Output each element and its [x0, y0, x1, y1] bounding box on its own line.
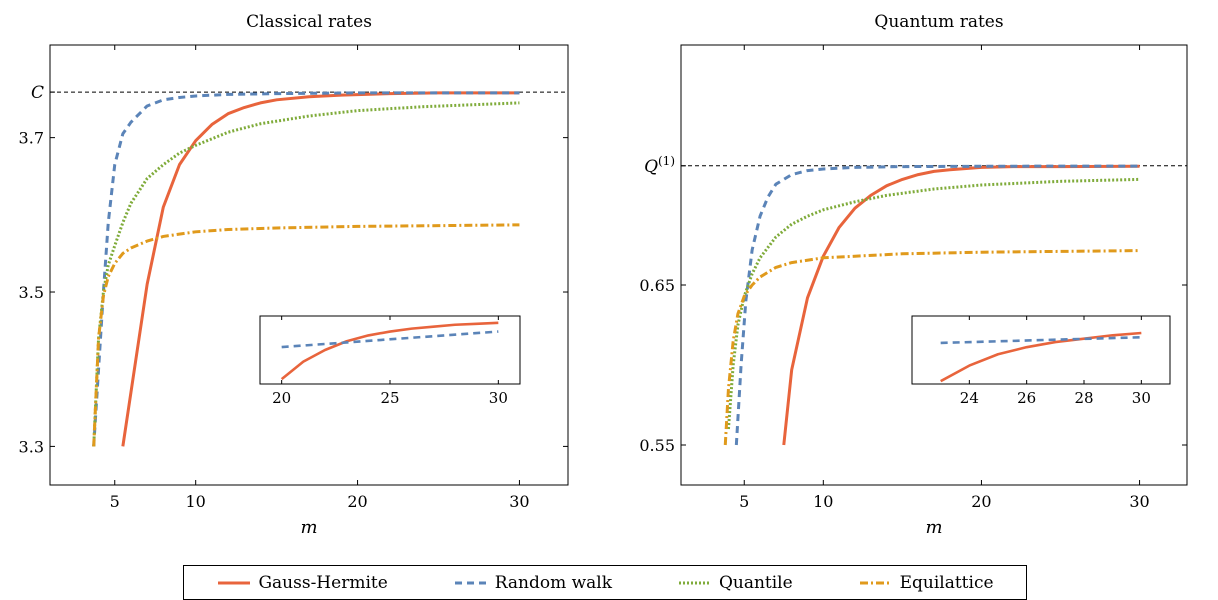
series-line-equi [92, 223, 520, 447]
x-tick-label: 20 [347, 492, 367, 511]
legend-swatch-gauss-hermite [218, 581, 251, 584]
classical-rates-title: Classical rates [246, 12, 372, 32]
inset-x-tick-label: 25 [380, 389, 399, 407]
x-tick-label: 10 [186, 492, 206, 511]
inset-x-tick-label: 28 [1074, 389, 1093, 407]
x-tick-label: 5 [739, 492, 749, 511]
x-tick-label: 5 [110, 492, 120, 511]
inset-x-tick-label: 24 [960, 389, 979, 407]
series-line-gauss [121, 91, 520, 447]
legend-label-equilattice: Equilattice [899, 572, 994, 593]
classical-rates-chart: 5 10 20 30 3.3 3.5 3.7 Cm 20 25 30 [19, 44, 569, 538]
series-line-equi [723, 249, 1140, 446]
x-axis-label: m [300, 517, 317, 538]
legend-label-quantile: Quantile [718, 572, 793, 593]
x-tick-label: 20 [971, 492, 991, 511]
legend: Gauss-Hermite Random walk Quantile Equil… [183, 565, 1027, 600]
legend-item-equilattice: Equilattice [858, 573, 994, 593]
series-line-random [92, 91, 520, 447]
y-tick-label: 3.3 [19, 437, 44, 456]
inset-x-tick-label: 20 [272, 389, 291, 407]
series-line-gauss [782, 164, 1140, 446]
inset-series-line-random [281, 330, 499, 349]
inset-x-tick-label: 26 [1017, 389, 1036, 407]
y-tick-label: 3.5 [19, 283, 44, 302]
y-tick-label: 0.55 [639, 436, 675, 455]
inset-x-tick-label: 30 [489, 389, 508, 407]
legend-swatch-equilattice [859, 581, 892, 584]
legend-label-random-walk: Random walk [494, 572, 613, 593]
y-tick-label: 0.65 [639, 276, 675, 295]
x-axis-label: m [925, 517, 942, 538]
x-tick-label: 30 [509, 492, 529, 511]
plot-frame [680, 44, 1188, 486]
reference-label: C [31, 83, 44, 103]
plot-frame [49, 44, 569, 486]
x-tick-label: 10 [813, 492, 833, 511]
legend-label-gauss-hermite: Gauss-Hermite [258, 572, 388, 593]
figure: 5 10 20 30 3.3 3.5 3.7 Cm 20 25 30 5 10 20 30 0.55 0.65… [19, 44, 1188, 538]
legend-item-random-walk: Random walk [453, 573, 612, 593]
quantum-rates-title: Quantum rates [874, 12, 1004, 32]
series-line-random [734, 164, 1140, 446]
inset-series-line-gauss [280, 321, 499, 381]
inset-series-line-gauss [940, 331, 1142, 383]
x-tick-label: 30 [1129, 492, 1149, 511]
quantum-rates-chart: 5 10 20 30 0.55 0.65 Q(1) m 24 26 28 30 [639, 44, 1188, 538]
legend-item-quantile: Quantile [677, 573, 793, 593]
inset-x-tick-label: 30 [1132, 389, 1151, 407]
inset-series-line-random [940, 335, 1142, 345]
legend-item-gauss-hermite: Gauss-Hermite [216, 572, 388, 593]
reference-label: Q(1) [644, 154, 675, 177]
y-tick-label: 3.7 [19, 129, 44, 148]
inset-frame [911, 315, 1171, 385]
legend-swatch-quantile [678, 581, 711, 584]
series-line-quantile [726, 177, 1140, 430]
inset-frame [259, 315, 521, 385]
legend-swatch-random-walk [454, 581, 487, 584]
series-line-quantile [92, 101, 520, 447]
